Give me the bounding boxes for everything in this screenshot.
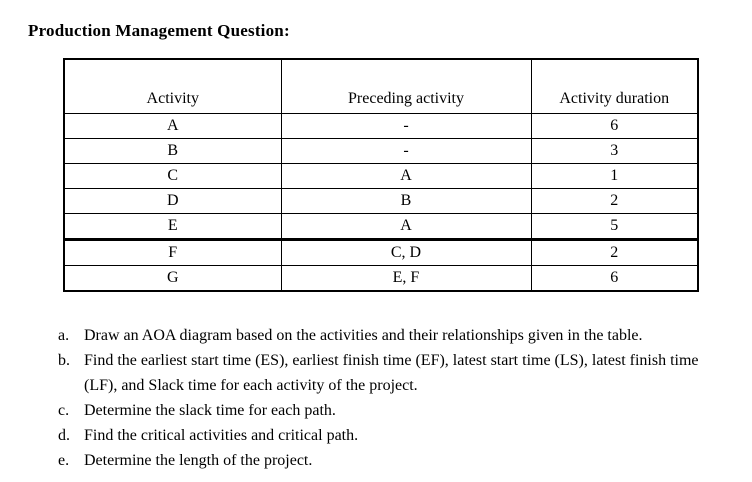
item-text: Find the critical activities and critica… bbox=[84, 427, 359, 444]
question-item-c: c. Determine the slack time for each path… bbox=[58, 398, 734, 423]
cell-activity: G bbox=[63, 265, 282, 292]
item-letter: e. bbox=[58, 452, 70, 469]
item-letter: a. bbox=[58, 327, 70, 344]
item-letter: b. bbox=[58, 352, 70, 369]
item-text: Determine the slack time for each path. bbox=[84, 402, 336, 419]
cell-preceding: B bbox=[280, 188, 532, 214]
cell-duration: 2 bbox=[530, 239, 699, 266]
cell-preceding: - bbox=[280, 138, 532, 164]
table-row-a: A - 6 bbox=[63, 113, 699, 139]
cell-duration: 2 bbox=[530, 188, 699, 214]
question-item-b: b. Find the earliest start time (ES), ear… bbox=[58, 348, 734, 398]
cell-preceding: - bbox=[280, 113, 532, 139]
cell-duration: 6 bbox=[530, 265, 699, 292]
cell-activity: F bbox=[63, 239, 282, 266]
cell-duration: 6 bbox=[530, 113, 699, 139]
cell-activity: C bbox=[63, 163, 282, 189]
table-row-g: G E, F 6 bbox=[63, 265, 699, 292]
table-row-d: D B 2 bbox=[63, 188, 699, 214]
item-text: Draw an AOA diagram based on the activit… bbox=[84, 327, 643, 344]
cell-duration: 3 bbox=[530, 138, 699, 164]
col-header-preceding-activity: Preceding activity bbox=[280, 58, 532, 114]
cell-activity: E bbox=[63, 213, 282, 241]
table-row-e: E A 5 bbox=[63, 213, 699, 241]
cell-preceding: A bbox=[280, 213, 532, 241]
col-header-activity-duration: Activity duration bbox=[530, 58, 699, 114]
table-row-b: B - 3 bbox=[63, 138, 699, 164]
table-header-row: Activity Preceding activity Activity dur… bbox=[63, 58, 699, 114]
cell-activity: D bbox=[63, 188, 282, 214]
question-item-e: e. Determine the length of the project. bbox=[58, 448, 734, 473]
item-text: Find the earliest start time (ES), earli… bbox=[84, 352, 699, 394]
item-text: Determine the length of the project. bbox=[84, 452, 313, 469]
table-row-f: F C, D 2 bbox=[63, 239, 699, 266]
cell-preceding: E, F bbox=[280, 265, 532, 292]
cell-preceding: A bbox=[280, 163, 532, 189]
cell-activity: B bbox=[63, 138, 282, 164]
question-list: a. Draw an AOA diagram based on the activ… bbox=[58, 323, 734, 473]
item-letter: c. bbox=[58, 402, 70, 419]
cell-activity: A bbox=[63, 113, 282, 139]
activities-table: Activity Preceding activity Activity dur… bbox=[63, 58, 699, 292]
table-row-c: C A 1 bbox=[63, 163, 699, 189]
question-item-a: a. Draw an AOA diagram based on the activ… bbox=[58, 323, 734, 348]
cell-duration: 1 bbox=[530, 163, 699, 189]
question-item-d: d. Find the critical activities and criti… bbox=[58, 423, 734, 448]
cell-preceding: C, D bbox=[280, 239, 532, 266]
cell-duration: 5 bbox=[530, 213, 699, 241]
col-header-activity: Activity bbox=[63, 58, 282, 114]
item-letter: d. bbox=[58, 427, 70, 444]
page-title: Production Management Question: bbox=[28, 21, 290, 40]
